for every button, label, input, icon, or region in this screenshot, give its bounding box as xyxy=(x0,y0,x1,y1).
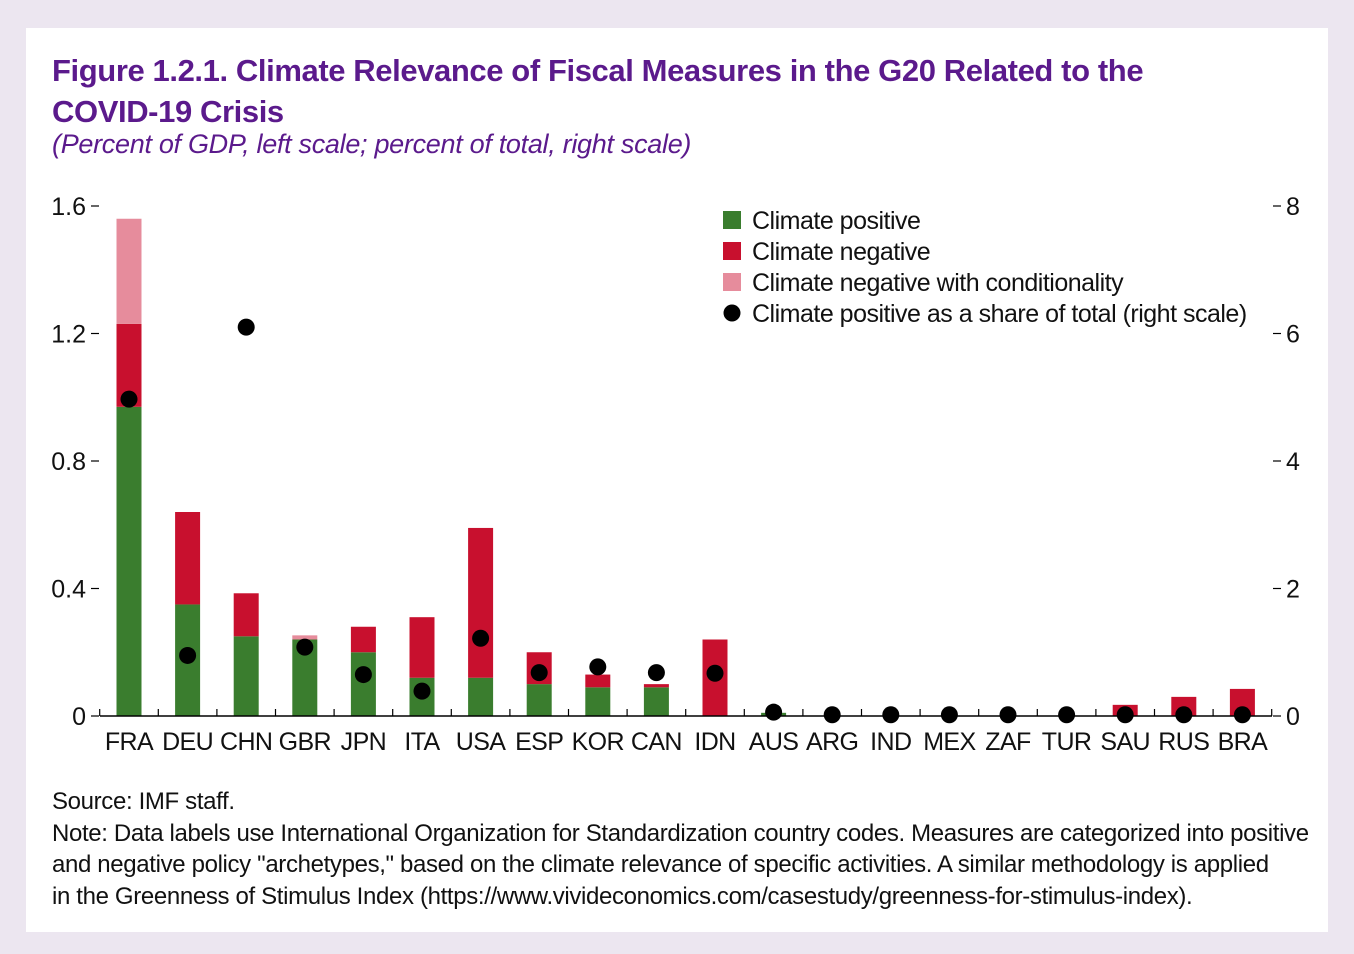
bar-fra-climate-positive xyxy=(116,406,142,716)
share-dot-ind xyxy=(882,706,900,724)
x-tick-label-gbr: GBR xyxy=(279,728,331,756)
bar-esp-climate-positive xyxy=(526,684,552,716)
bar-usa-climate-negative xyxy=(468,527,494,678)
bar-fra-climate-negative-with-conditionality xyxy=(116,218,142,324)
note-line-1: Note: Data labels use International Orga… xyxy=(52,819,1309,847)
share-dot-rus xyxy=(1175,706,1193,724)
legend-label-3: Climate negative with conditionality xyxy=(752,269,1124,297)
figure-title: Figure 1.2.1. Climate Relevance of Fisca… xyxy=(52,53,1144,129)
x-tick-label-chn: CHN xyxy=(220,728,272,756)
share-dot-gbr xyxy=(296,638,314,656)
x-tick-label-bra: BRA xyxy=(1218,728,1269,756)
bar-chn-climate-negative xyxy=(233,593,259,637)
figure-subtitle: (Percent of GDP, left scale; percent of … xyxy=(52,129,692,159)
y-left-tick-label: 0 xyxy=(72,703,86,731)
share-dot-idn xyxy=(706,664,724,682)
bar-chn-climate-positive xyxy=(233,636,259,716)
y-right-tick-label: 8 xyxy=(1286,193,1300,221)
bar-kor-climate-positive xyxy=(585,687,611,716)
share-dot-chn xyxy=(237,318,255,336)
y-right-tick-label: 4 xyxy=(1286,448,1300,476)
x-tick-label-jpn: JPN xyxy=(341,728,386,756)
source-line: Source: IMF staff. xyxy=(52,788,235,815)
x-tick-label-can: CAN xyxy=(631,728,682,756)
figure-panel: Figure 1.2.1. Climate Relevance of Fisca… xyxy=(26,28,1328,932)
x-tick-label-usa: USA xyxy=(456,728,507,756)
x-tick-label-arg: ARG xyxy=(806,728,858,756)
bar-usa-climate-positive xyxy=(468,677,494,716)
legend-swatch-3 xyxy=(723,273,741,291)
climate-fiscal-chart: FRA DEU CHN GBR JPN ITA USA ESP KOR CAN IDN AUS ARG I… xyxy=(51,193,1300,756)
legend-label-4: Climate positive as a share of total (ri… xyxy=(752,300,1247,328)
y-right-tick-label: 0 xyxy=(1286,703,1300,731)
share-dot-can xyxy=(647,664,665,682)
note-line-3: in the Greenness of Stimulus Index (http… xyxy=(52,882,1193,910)
legend-swatch-2 xyxy=(723,242,741,260)
x-tick-label-idn: IDN xyxy=(694,728,735,756)
x-tick-label-sau: SAU xyxy=(1100,728,1150,756)
x-tick-label-zaf: ZAF xyxy=(985,728,1031,756)
x-tick-label-tur: TUR xyxy=(1042,728,1092,756)
legend-dot-marker xyxy=(723,304,741,322)
x-tick-label-deu: DEU xyxy=(162,728,213,756)
x-tick-label-ita: ITA xyxy=(404,728,440,756)
y-left-tick-label: 0.8 xyxy=(51,448,86,476)
x-tick-label-rus: RUS xyxy=(1158,728,1209,756)
share-dot-aus xyxy=(765,703,783,721)
x-tick-label-ind: IND xyxy=(870,728,911,756)
y-right-tick-label: 6 xyxy=(1286,321,1300,349)
figure-notes: Source: IMF staff. Note: Data labels use… xyxy=(52,786,1312,912)
bar-ita-climate-negative xyxy=(409,617,435,678)
legend-label-1: Climate positive xyxy=(752,207,920,235)
bar-can-climate-positive xyxy=(643,687,669,716)
share-dot-fra xyxy=(120,390,138,408)
share-dot-zaf xyxy=(999,706,1017,724)
bar-kor-climate-negative xyxy=(585,674,611,688)
x-tick-label-esp: ESP xyxy=(515,728,563,756)
legend-label-2: Climate negative xyxy=(752,238,930,266)
share-dot-tur xyxy=(1058,706,1076,724)
x-tick-label-aus: AUS xyxy=(749,728,799,756)
bar-can-climate-negative xyxy=(643,684,669,688)
legend-swatch-1 xyxy=(723,211,741,229)
share-dot-jpn xyxy=(354,666,372,684)
share-dot-arg xyxy=(823,706,841,724)
share-dot-mex xyxy=(940,706,958,724)
x-tick-label-kor: KOR xyxy=(572,728,624,756)
bar-gbr-climate-negative-with-conditionality xyxy=(292,635,318,640)
y-left-tick-label: 1.6 xyxy=(51,193,86,221)
y-left-tick-label: 1.2 xyxy=(51,321,86,349)
bar-deu-climate-negative xyxy=(175,512,201,605)
share-dot-esp xyxy=(530,664,548,682)
bar-jpn-climate-positive xyxy=(350,652,376,716)
x-tick-label-fra: FRA xyxy=(105,728,154,756)
share-dot-bra xyxy=(1233,706,1251,724)
share-dot-deu xyxy=(179,646,197,664)
share-dot-kor xyxy=(589,658,607,676)
share-dot-usa xyxy=(472,629,490,647)
x-tick-label-mex: MEX xyxy=(923,728,976,756)
note-line-2: and negative policy "archetypes," based … xyxy=(52,851,1269,878)
y-left-tick-label: 0.4 xyxy=(51,576,86,604)
y-right-tick-label: 2 xyxy=(1286,576,1300,604)
share-dot-ita xyxy=(413,682,431,700)
share-dot-sau xyxy=(1116,706,1134,724)
bar-jpn-climate-negative xyxy=(350,626,376,653)
